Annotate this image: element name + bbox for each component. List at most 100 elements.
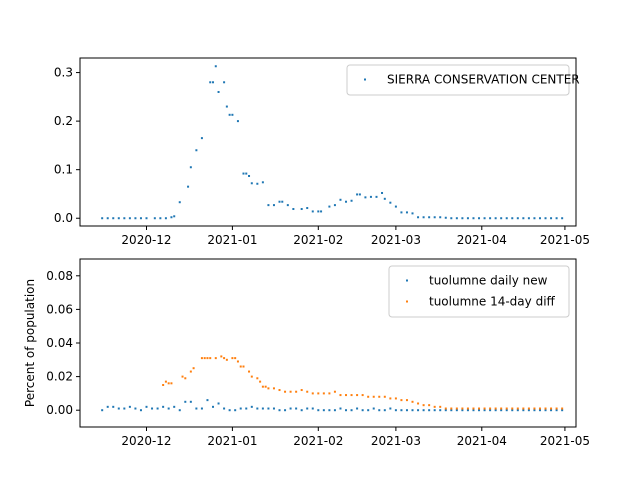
data-point [173, 215, 176, 218]
data-point [295, 390, 298, 393]
data-point [483, 409, 486, 412]
data-point [145, 405, 148, 408]
data-point [444, 409, 447, 412]
data-point [300, 409, 303, 412]
data-point [139, 409, 142, 412]
data-point [383, 395, 386, 398]
data-point [444, 407, 447, 410]
data-point [350, 199, 353, 202]
data-point [145, 217, 148, 220]
data-point [511, 217, 514, 220]
data-point [461, 407, 464, 410]
data-point [267, 387, 270, 390]
data-point [450, 217, 453, 220]
data-point [106, 405, 109, 408]
data-point [378, 395, 381, 398]
data-point [422, 216, 425, 219]
data-point [428, 409, 431, 412]
data-point [170, 382, 173, 385]
y-tick-label: 0.04 [46, 336, 73, 350]
x-tick-label: 2021-01 [207, 233, 257, 247]
data-point [151, 407, 154, 410]
data-point [483, 217, 486, 220]
data-point [439, 409, 442, 412]
data-point [259, 380, 262, 383]
data-point [505, 407, 508, 410]
data-point [505, 409, 508, 412]
data-point [167, 382, 170, 385]
data-point [234, 409, 237, 412]
data-point [417, 402, 420, 405]
data-point [455, 407, 458, 410]
data-point [511, 409, 514, 412]
top-panel-frame [79, 57, 577, 227]
data-point [206, 399, 209, 402]
bottom-panel-legend: tuolumne daily new tuolumne 14-day diff [388, 265, 570, 318]
x-tick-label: 2021-04 [457, 434, 507, 448]
data-point [417, 216, 420, 219]
data-point [378, 409, 381, 412]
x-tick-label: 2021-01 [207, 434, 257, 448]
data-point [466, 409, 469, 412]
data-point [206, 357, 209, 360]
data-point [242, 365, 245, 368]
data-point [112, 217, 115, 220]
bottom-panel-y-axis: 0.00 0.02 0.04 0.06 0.08 [46, 269, 80, 417]
data-point [264, 385, 267, 388]
data-point [455, 217, 458, 220]
data-point [400, 211, 403, 214]
data-point [561, 217, 564, 220]
x-tick-label: 2020-12 [121, 434, 171, 448]
data-point [117, 407, 120, 410]
data-point [461, 409, 464, 412]
data-point [231, 113, 234, 116]
x-tick-label: 2021-02 [293, 434, 343, 448]
data-point [200, 407, 203, 410]
data-point [164, 217, 167, 220]
data-point [550, 407, 553, 410]
data-point [181, 375, 184, 378]
data-point [433, 405, 436, 408]
y-tick-label: 0.0 [54, 211, 73, 225]
legend-marker [364, 78, 366, 81]
data-point [356, 193, 359, 196]
data-point [500, 217, 503, 220]
data-point [428, 404, 431, 407]
data-point [500, 407, 503, 410]
data-point [538, 407, 541, 410]
data-point [256, 407, 259, 410]
data-point [450, 409, 453, 412]
data-point [505, 217, 508, 220]
data-point [217, 402, 220, 405]
data-point [533, 409, 536, 412]
data-point [550, 217, 553, 220]
data-point [339, 198, 342, 201]
data-point [328, 205, 331, 208]
data-point [200, 137, 203, 140]
data-point [261, 407, 264, 410]
data-point [245, 407, 248, 410]
y-tick-label: 0.08 [46, 269, 73, 283]
data-point [411, 400, 414, 403]
y-tick-label: 0.00 [46, 403, 73, 417]
data-point [195, 149, 198, 152]
data-point [223, 357, 226, 360]
data-point [134, 217, 137, 220]
data-point [328, 409, 331, 412]
data-point [192, 367, 195, 370]
top-panel-y-axis: 0.0 0.1 0.2 0.3 [54, 66, 80, 225]
data-point [217, 90, 220, 93]
data-point [320, 210, 323, 213]
data-point [220, 355, 223, 358]
data-point [239, 407, 242, 410]
y-tick-label: 0.3 [54, 66, 73, 80]
data-point [300, 389, 303, 392]
data-point [361, 394, 364, 397]
data-point [200, 357, 203, 360]
data-point [189, 400, 192, 403]
data-point [106, 217, 109, 220]
data-point [544, 217, 547, 220]
data-point [350, 394, 353, 397]
data-point [527, 409, 530, 412]
data-point [225, 358, 228, 361]
